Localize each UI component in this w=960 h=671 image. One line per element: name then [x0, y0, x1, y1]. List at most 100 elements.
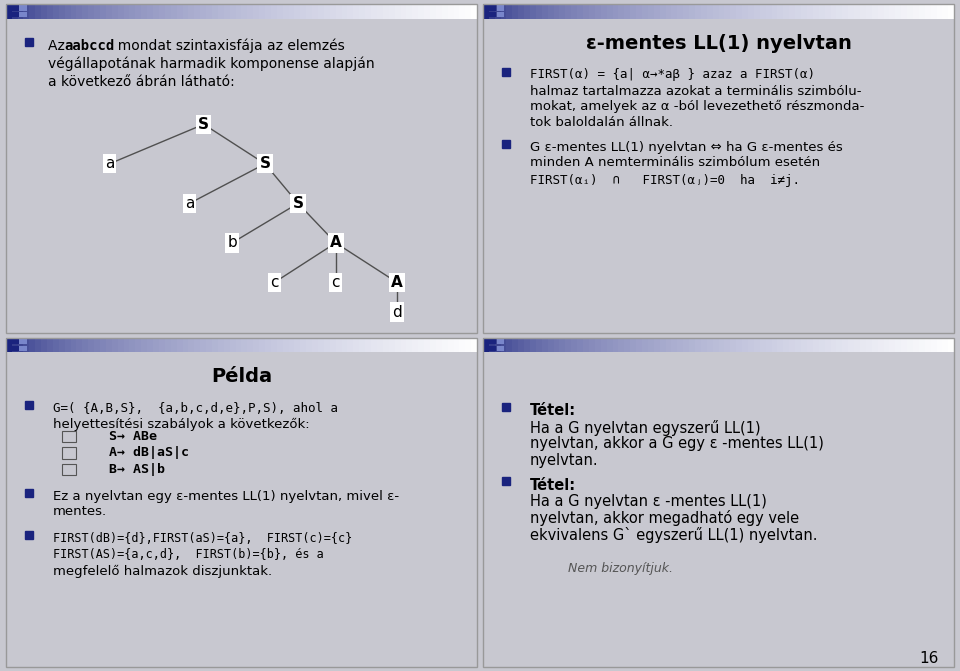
Bar — [513, 338, 518, 352]
Bar — [896, 338, 901, 352]
Bar — [229, 4, 236, 19]
Bar — [907, 338, 914, 352]
Bar — [224, 338, 230, 352]
Bar — [577, 338, 584, 352]
Bar — [630, 338, 636, 352]
Bar — [365, 4, 372, 19]
Bar — [507, 338, 513, 352]
Bar — [541, 4, 548, 19]
Bar — [718, 338, 725, 352]
Text: Tétel:: Tétel: — [530, 403, 576, 419]
Text: d: d — [392, 305, 402, 319]
Bar — [500, 4, 507, 19]
Text: mokat, amelyek az α -ból levezethető részmonda-: mokat, amelyek az α -ból levezethető rés… — [530, 100, 864, 113]
Bar — [513, 4, 518, 19]
Bar — [300, 4, 307, 19]
Bar — [889, 4, 896, 19]
Text: b: b — [228, 236, 237, 250]
Bar — [318, 338, 324, 352]
Bar — [342, 338, 348, 352]
Bar — [12, 338, 18, 352]
Bar — [948, 4, 954, 19]
Bar — [36, 338, 41, 352]
Text: A: A — [330, 236, 342, 250]
Bar — [88, 4, 95, 19]
Bar — [736, 4, 743, 19]
Bar — [12, 346, 18, 351]
Bar — [731, 4, 736, 19]
Bar — [395, 338, 401, 352]
Bar — [94, 4, 101, 19]
Bar — [795, 4, 802, 19]
Bar — [860, 338, 866, 352]
Bar — [372, 338, 377, 352]
Bar — [100, 4, 107, 19]
Bar — [660, 338, 666, 352]
Bar — [548, 4, 554, 19]
Bar — [412, 338, 419, 352]
Bar — [177, 338, 183, 352]
Bar — [218, 4, 225, 19]
Bar — [289, 4, 295, 19]
Bar — [907, 4, 914, 19]
Bar — [17, 338, 24, 352]
Bar — [430, 4, 437, 19]
Bar — [489, 5, 495, 11]
Bar — [943, 4, 948, 19]
Bar — [883, 4, 890, 19]
Text: G=( {A,B,S},  {a,b,c,d,e},P,S), ahol a: G=( {A,B,S}, {a,b,c,d,e},P,S), ahol a — [53, 402, 338, 415]
Bar — [400, 338, 407, 352]
Bar — [783, 338, 790, 352]
Bar — [642, 338, 648, 352]
Bar — [541, 338, 548, 352]
Bar — [836, 4, 843, 19]
Bar — [436, 338, 443, 352]
Bar — [813, 4, 819, 19]
Bar — [866, 338, 873, 352]
Bar — [276, 338, 283, 352]
Bar — [306, 338, 313, 352]
Bar — [830, 4, 837, 19]
Text: halmaz tartalmazza azokat a terminális szimbólu-: halmaz tartalmazza azokat a terminális s… — [530, 85, 861, 98]
Bar — [725, 4, 731, 19]
Bar — [242, 4, 248, 19]
Bar — [324, 338, 330, 352]
Bar — [471, 338, 477, 352]
Bar — [524, 4, 531, 19]
Bar — [124, 338, 130, 352]
Bar — [789, 4, 796, 19]
Text: Ha a G nyelvtan ε -mentes LL(1): Ha a G nyelvtan ε -mentes LL(1) — [530, 494, 767, 509]
Text: G ε-mentes LL(1) nyelvtan ⇔ ha G ε-mentes és: G ε-mentes LL(1) nyelvtan ⇔ ha G ε-mente… — [530, 141, 843, 154]
Bar — [153, 4, 159, 19]
Bar — [919, 4, 925, 19]
Bar — [62, 464, 77, 475]
Bar — [447, 338, 454, 352]
Bar — [12, 12, 18, 17]
Bar — [665, 338, 672, 352]
Bar — [436, 4, 443, 19]
Text: helyettesítési szabályok a következők:: helyettesítési szabályok a következők: — [53, 418, 309, 431]
Bar — [212, 4, 218, 19]
Bar — [648, 4, 654, 19]
Bar — [595, 4, 601, 19]
Bar — [924, 4, 931, 19]
Bar — [77, 4, 83, 19]
Bar — [201, 338, 206, 352]
Bar — [336, 338, 342, 352]
Bar — [147, 338, 154, 352]
Bar — [601, 338, 607, 352]
Bar — [536, 4, 542, 19]
Bar — [77, 338, 83, 352]
Bar — [424, 338, 430, 352]
Bar — [312, 4, 319, 19]
Text: A: A — [391, 275, 403, 290]
Bar — [896, 4, 901, 19]
Bar — [41, 338, 47, 352]
Bar — [111, 338, 118, 352]
Bar — [53, 4, 60, 19]
Bar — [919, 338, 925, 352]
Bar — [182, 338, 189, 352]
Bar — [353, 4, 360, 19]
Bar — [536, 338, 542, 352]
Bar — [359, 338, 366, 352]
